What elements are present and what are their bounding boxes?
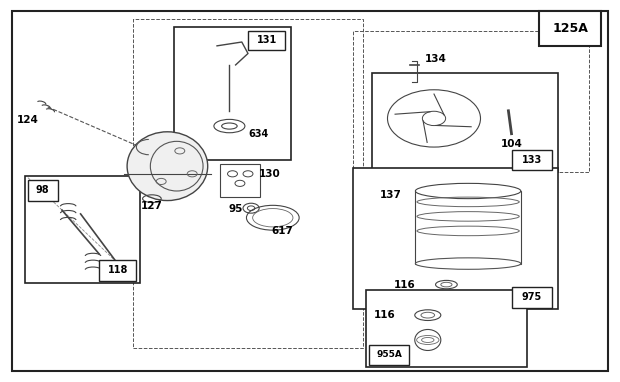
Bar xyxy=(133,19,363,348)
Text: 634: 634 xyxy=(248,129,268,139)
Text: 975: 975 xyxy=(521,292,542,303)
Text: 617: 617 xyxy=(271,226,293,236)
Bar xyxy=(366,290,527,367)
Bar xyxy=(415,191,521,264)
Bar xyxy=(512,150,552,170)
Text: 124: 124 xyxy=(17,115,39,125)
Text: 130: 130 xyxy=(259,169,281,179)
Bar xyxy=(353,168,558,309)
Text: eReplacementParts.com: eReplacementParts.com xyxy=(242,178,378,188)
Ellipse shape xyxy=(127,132,208,201)
Bar xyxy=(512,287,552,308)
Text: 134: 134 xyxy=(425,54,446,64)
Bar xyxy=(174,27,291,160)
Ellipse shape xyxy=(415,183,521,199)
Text: 955A: 955A xyxy=(376,350,402,359)
Bar xyxy=(372,73,558,172)
Text: 131: 131 xyxy=(257,35,277,45)
Bar xyxy=(25,176,140,283)
Text: 133: 133 xyxy=(521,155,542,165)
Bar xyxy=(353,31,589,172)
Text: 118: 118 xyxy=(108,265,128,275)
Bar xyxy=(99,260,136,281)
Bar xyxy=(248,31,285,50)
Text: 125A: 125A xyxy=(552,22,588,35)
Text: 116: 116 xyxy=(373,310,396,320)
Ellipse shape xyxy=(415,258,521,269)
Text: 95: 95 xyxy=(228,204,243,214)
Text: 137: 137 xyxy=(379,190,402,200)
Bar xyxy=(28,180,58,201)
Text: 98: 98 xyxy=(36,185,50,195)
Bar xyxy=(369,345,409,365)
Text: 116: 116 xyxy=(394,280,415,290)
Bar xyxy=(539,11,601,46)
Text: 104: 104 xyxy=(500,139,523,149)
Text: 127: 127 xyxy=(141,201,163,211)
Bar xyxy=(220,164,260,197)
